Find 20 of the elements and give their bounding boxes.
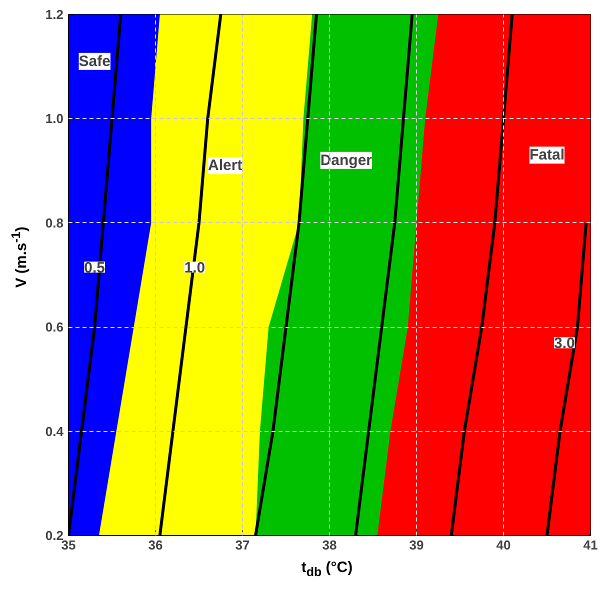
x-tick-label: 37 [235,538,250,552]
annotation: 3.0 [554,335,575,352]
y-tick-label: 0.8 [45,215,64,230]
y-tick-label: 0.4 [45,424,64,439]
annotation: Fatal [529,146,565,164]
annotation: Alert [208,157,242,174]
x-tick-label: 35 [61,538,76,552]
x-tick-label: 38 [322,538,337,552]
annotation: 0.5 [84,260,106,277]
y-tick-label: 0.6 [45,320,64,335]
annotation: Safe [78,52,110,70]
y-tick-label: 1.2 [45,7,64,22]
series-label: Danger [320,152,372,169]
annotation: 1.0 [184,260,206,277]
x-tick-label: 40 [496,538,511,552]
y-tick-label: 1.0 [45,111,64,126]
x-tick-label: 39 [409,538,424,552]
x-tick-label: 41 [583,538,598,552]
x-axis-title: t$_{db}$ (°C) [300,558,354,581]
x-tick-label: 36 [148,538,163,552]
